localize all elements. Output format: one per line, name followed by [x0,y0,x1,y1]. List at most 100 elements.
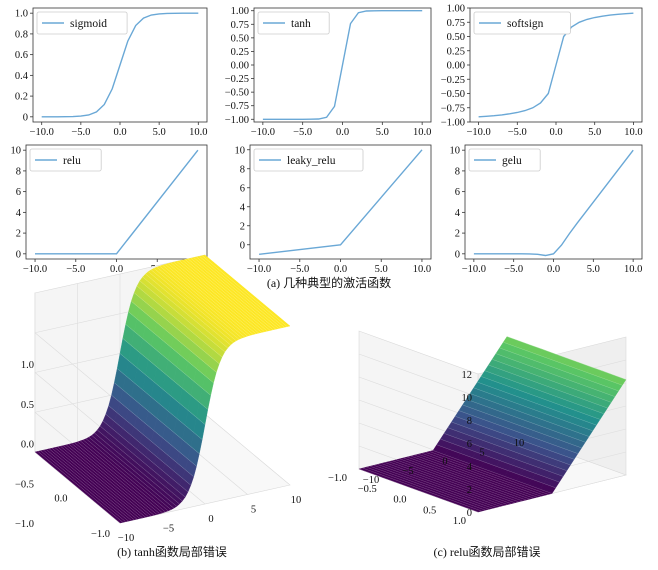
x-tick-label: −5.0 [66,264,85,275]
legend-label: relu [63,155,81,167]
x-tick-label: 5.0 [588,127,601,138]
surface-wire [370,465,490,510]
surface-wire [484,370,604,414]
surface-wire [469,393,590,437]
surface-wire [506,336,627,380]
surface-wire [392,460,512,504]
surface-wire [503,342,623,386]
surface-wire [156,266,242,339]
surface-wire [168,263,254,335]
x-tick-label: 0 [442,457,447,468]
panel-tanh: −1.00 −0.75 −0.50 −0.25 0.00 0.25 0.50 0.75 1.00… [225,6,432,138]
surface-wire [395,459,516,503]
x-tick-label: −5 [163,524,174,535]
y-tick-label: 10 [235,145,246,156]
y-tick-label: −0.75 [225,101,249,112]
x-tick-label: 5 [251,505,256,516]
surface-wire [88,437,174,509]
x-tick-label: −10 [363,475,379,486]
y-tick-label: 0.6 [15,50,28,61]
x-tick-label: 5.0 [587,264,600,275]
panel-sigmoid: 0 0.2 0.4 0.6 0.8 1.0 −10.0 −5.0 0.0 5.0 10.0 sigmo… [15,7,207,138]
x-tick-label: 10.0 [189,127,207,138]
surface-wire [462,404,582,449]
surface-wire [388,461,508,505]
surface-wire [358,468,479,513]
legend-label: leaky_relu [287,155,336,167]
surface-wire [432,450,553,494]
surface-wire [499,347,619,392]
y-tick-label: 0.25 [447,46,465,57]
z-tick-label: −1.0 [15,519,34,530]
x-tick-label: −10 [118,533,134,544]
legend-label: sigmoid [70,18,107,30]
surface-wire [458,410,578,454]
y-tick-label: 6 [240,183,245,194]
surface-wire [153,268,240,340]
y-tick-label: 4 [240,202,246,213]
surface-wire [202,255,288,327]
surface-wire [199,256,285,328]
surface-wire [373,465,493,509]
surface-wire [366,466,486,511]
relu-surface-plot: 0 2 4 6 8 10 12 −10 −5 0 5 10 −1.0 −0.5 0.0 0.5 1.0 [328,330,628,527]
surface-wire [125,324,211,396]
x-tick-label: −10.0 [247,264,271,275]
y-tick-label: 0 [16,249,21,260]
z-tick-label: 0 [467,508,472,519]
surface-wire [182,259,268,332]
y-tick-label: 0 [455,249,460,260]
legend-box [36,11,128,35]
x-tick-label: 0.0 [110,264,123,275]
surface-wire [377,464,497,508]
legend-label: tanh [291,18,311,30]
surface-wire [176,261,262,333]
surface-wire [473,387,593,432]
y-tick-label: 8 [455,166,460,177]
z-tick-label: 8 [467,416,472,427]
surface-wire [71,443,157,515]
x-tick-label: 10.0 [413,127,431,138]
x-tick-label: −5.0 [290,264,309,275]
y-tick-label: 1.0 [15,9,28,20]
surface-wire [131,301,217,373]
x-tick-label: 10 [291,495,302,506]
series-line-tanh [262,10,423,120]
legend-box [468,148,541,172]
caption-b: (b) tanh函数局部错误 [117,544,227,559]
surface-wire [410,455,530,500]
surface-wire [492,359,612,403]
surface-wire [142,276,228,349]
series-line-gelu [473,149,634,257]
surface-wire [185,259,271,331]
surface-wire [119,353,206,425]
surface-wire [488,364,608,409]
x-tick-label: 10.0 [624,264,642,275]
z-tick-label: 2 [467,485,472,496]
surface-wire [46,449,132,521]
surface-wire [134,292,220,364]
surface-wire [57,446,143,519]
legend-box [473,11,571,35]
y-tick-label: 2 [16,229,21,240]
surface-wire [440,438,560,483]
z-tick-label: 4 [467,462,473,473]
surface-wire [193,257,279,329]
y-tick-label: 0.0 [54,494,67,505]
surface-wire [384,462,504,506]
y-tick-label: 8 [16,166,21,177]
surface-wire [436,444,556,489]
y-tick-label: −0.25 [225,74,249,85]
y-tick-label: 0.75 [447,18,465,29]
caption-a: (a) 几种典型的激活函数 [267,275,391,290]
surface-wire [83,439,169,512]
surface-wire [80,440,166,513]
surface-wire [54,447,140,519]
surface-wire [136,285,223,358]
surface-wire [190,257,276,330]
surface-facet [502,336,520,347]
surface-wire [111,394,197,467]
surface-wire [407,456,527,501]
y-tick-label: 0.4 [15,71,29,82]
